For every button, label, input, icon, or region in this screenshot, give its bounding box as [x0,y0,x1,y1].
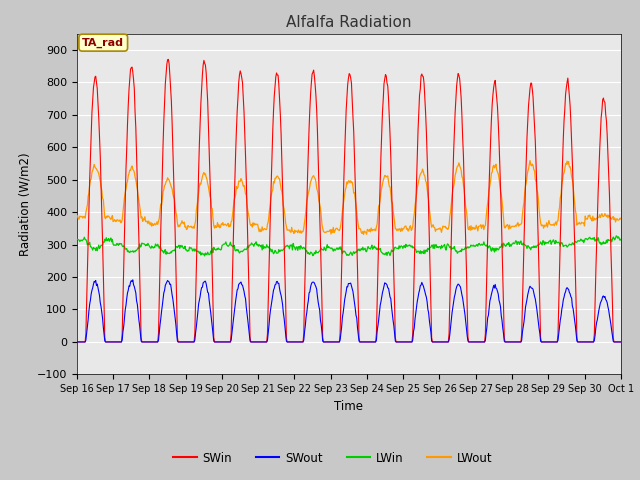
Y-axis label: Radiation (W/m2): Radiation (W/m2) [18,152,31,256]
X-axis label: Time: Time [334,400,364,413]
Text: TA_rad: TA_rad [82,37,124,48]
Legend: SWin, SWout, LWin, LWout: SWin, SWout, LWin, LWout [168,447,497,469]
Title: Alfalfa Radiation: Alfalfa Radiation [286,15,412,30]
